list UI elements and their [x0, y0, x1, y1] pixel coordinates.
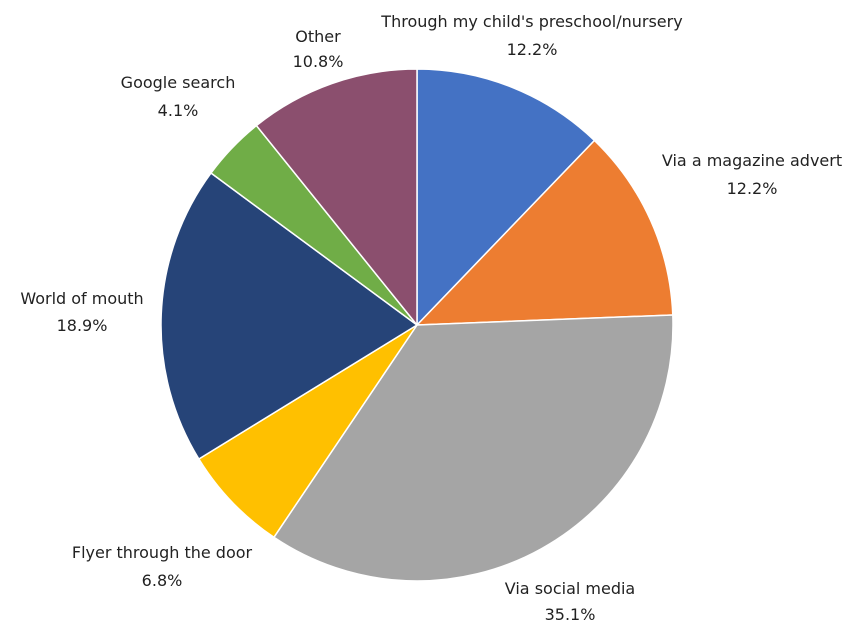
- slice-value-text: 12.2%: [507, 40, 558, 59]
- slice-value-text: 10.8%: [293, 52, 344, 71]
- slice-label-text: Through my child's preschool/nursery: [380, 12, 682, 31]
- slice-value-text: 6.8%: [142, 571, 183, 590]
- slice-label-text: World of mouth: [20, 289, 143, 308]
- pie-slice-2: [416, 139, 674, 326]
- pie-slice-3: [273, 314, 674, 582]
- slice-label-flyer: Flyer through the door 6.8%: [72, 543, 253, 590]
- pie-slice-4: [198, 324, 418, 539]
- slice-value-text: 4.1%: [158, 101, 199, 120]
- slice-value-text: 18.9%: [57, 316, 108, 335]
- slice-label-word-of-mouth: World of mouth 18.9%: [20, 289, 143, 335]
- slice-label-preschool: Through my child's preschool/nursery 12.…: [380, 12, 682, 59]
- pie-slice-1: [416, 68, 596, 326]
- pie-slice-7: [255, 68, 418, 326]
- slice-label-text: Other: [295, 27, 341, 46]
- slice-label-text: Google search: [121, 73, 236, 92]
- pie-slices: [160, 68, 674, 582]
- slice-value-text: 12.2%: [727, 179, 778, 198]
- slice-value-text: 35.1%: [545, 605, 596, 623]
- slice-label-text: Flyer through the door: [72, 543, 253, 562]
- slice-label-text: Via social media: [505, 579, 635, 598]
- pie-slice-5: [160, 172, 418, 460]
- slice-label-social-media: Via social media 35.1%: [505, 579, 635, 623]
- slice-label-google: Google search 4.1%: [121, 73, 236, 120]
- slice-label-text: Via a magazine advert: [662, 151, 842, 170]
- slice-label-other: Other 10.8%: [293, 27, 344, 71]
- slice-label-magazine: Via a magazine advert 12.2%: [662, 151, 842, 198]
